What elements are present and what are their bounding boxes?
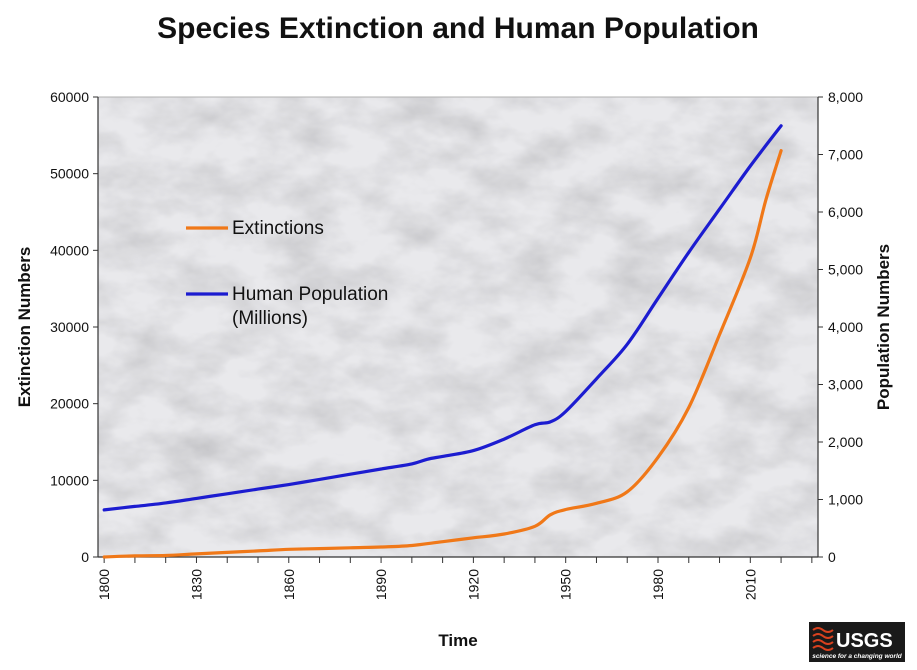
usgs-logo-text: USGS	[836, 630, 893, 652]
x-tick-label: 1830	[188, 569, 204, 600]
x-tick-label: 1860	[281, 569, 297, 600]
series-line-extinctions	[102, 149, 783, 559]
series-line-human-population	[102, 124, 783, 512]
y-right-tick-label: 0	[828, 549, 836, 565]
x-tick-label: 1920	[465, 569, 481, 600]
x-tick-label: 2010	[742, 569, 758, 600]
y-right-tick-label: 3,000	[828, 377, 863, 393]
legend-label-human-population: Human Population (Millions)	[232, 284, 394, 329]
usgs-logo-tagline: science for a changing world	[812, 653, 903, 660]
legend: Extinctions Human Population (Millions)	[186, 218, 394, 329]
y-right-axis-ticks: 0 1,000 2,000 3,000 4,000 5,000 6,000 7,000 8,00…	[818, 89, 863, 565]
y-left-tick-label: 10000	[50, 472, 89, 488]
x-axis-ticks: 1800 1830 1860 1890 1920 1950 1980 2010	[96, 557, 813, 600]
y-right-axis-title: Population Numbers	[874, 244, 893, 410]
chart-title: Species Extinction and Human Population	[157, 12, 759, 45]
y-right-tick-label: 2,000	[828, 434, 863, 450]
x-axis-title: Time	[438, 631, 477, 650]
y-right-tick-label: 7,000	[828, 147, 863, 163]
y-right-tick-label: 1,000	[828, 492, 863, 508]
y-left-axis-ticks: 0 10000 20000 30000 40000 50000 60000	[50, 89, 98, 565]
x-tick-label: 1950	[558, 569, 574, 600]
y-left-axis-title: Extinction Numbers	[15, 247, 34, 408]
legend-label-extinctions: Extinctions	[232, 218, 324, 239]
y-right-tick-label: 5,000	[828, 262, 863, 278]
y-left-tick-label: 60000	[50, 89, 89, 105]
x-tick-label: 1890	[373, 569, 389, 600]
y-right-tick-label: 8,000	[828, 89, 863, 105]
y-right-tick-label: 6,000	[828, 204, 863, 220]
y-left-tick-label: 40000	[50, 242, 89, 258]
y-left-tick-label: 0	[81, 549, 89, 565]
y-left-tick-label: 30000	[50, 319, 89, 335]
usgs-logo: USGS science for a changing world	[809, 622, 905, 662]
plot-background	[98, 97, 818, 557]
y-left-tick-label: 50000	[50, 166, 89, 182]
x-tick-label: 1980	[650, 569, 666, 600]
x-tick-label: 1800	[96, 569, 112, 600]
y-right-tick-label: 4,000	[828, 319, 863, 335]
y-left-tick-label: 20000	[50, 396, 89, 412]
